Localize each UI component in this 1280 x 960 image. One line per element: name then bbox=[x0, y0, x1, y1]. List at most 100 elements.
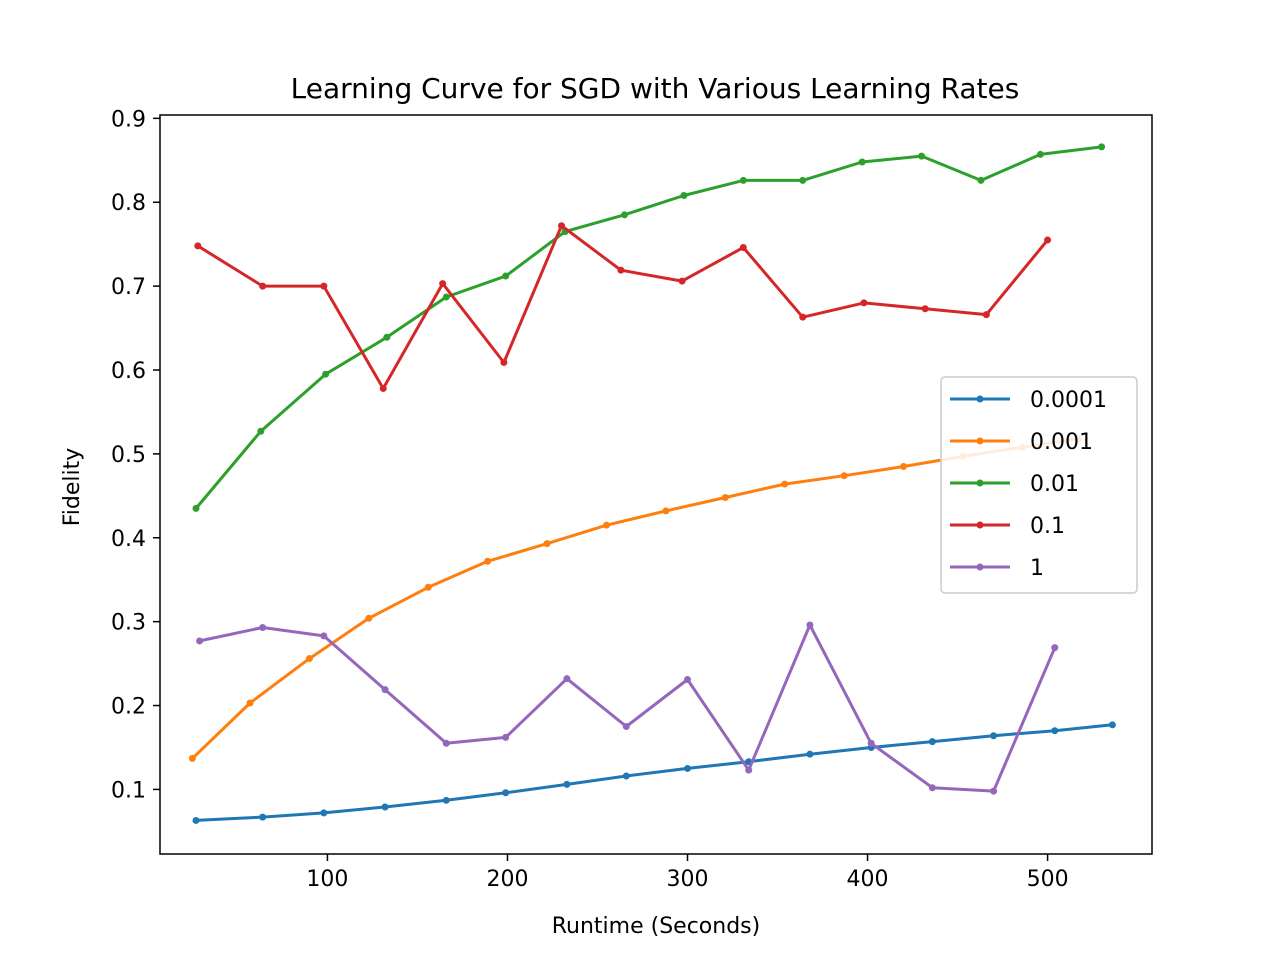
data-point bbox=[781, 480, 789, 488]
series-layer bbox=[188, 143, 1116, 824]
data-point bbox=[557, 222, 565, 230]
data-point bbox=[543, 540, 551, 548]
data-point bbox=[259, 813, 267, 821]
legend-entry-0.01: 0.01 bbox=[950, 472, 1079, 497]
data-point bbox=[563, 675, 571, 683]
data-point bbox=[563, 780, 571, 788]
data-point bbox=[196, 637, 204, 645]
data-point bbox=[379, 384, 387, 392]
data-point bbox=[192, 504, 200, 512]
legend-entry-1: 1 bbox=[950, 556, 1044, 581]
data-point bbox=[502, 789, 510, 797]
data-point bbox=[622, 722, 630, 730]
data-point bbox=[1108, 721, 1116, 729]
y-tick-label: 0.1 bbox=[111, 778, 146, 803]
data-point bbox=[442, 739, 450, 747]
y-tick-label: 0.2 bbox=[111, 695, 146, 720]
data-point bbox=[383, 333, 391, 341]
legend-entry-0.0001: 0.0001 bbox=[950, 388, 1107, 413]
data-point bbox=[680, 192, 688, 200]
x-axis-label: Runtime (Seconds) bbox=[552, 914, 760, 939]
data-point bbox=[617, 266, 625, 274]
data-point bbox=[982, 311, 990, 319]
data-point bbox=[502, 272, 510, 280]
data-point bbox=[867, 739, 875, 747]
chart-title: Learning Curve for SGD with Various Lear… bbox=[291, 72, 1020, 105]
data-point bbox=[188, 754, 196, 762]
data-point bbox=[806, 750, 814, 758]
data-point bbox=[745, 766, 753, 774]
data-point bbox=[500, 358, 508, 366]
data-point bbox=[678, 277, 686, 285]
data-point bbox=[502, 733, 510, 741]
legend: 0.0001 0.001 0.01 0.1 1 bbox=[940, 376, 1138, 594]
data-point bbox=[381, 686, 389, 694]
y-tick-label: 0.9 bbox=[111, 107, 146, 132]
data-point bbox=[365, 614, 373, 622]
series-line bbox=[191, 437, 1079, 760]
data-point bbox=[620, 211, 628, 219]
data-point bbox=[257, 427, 265, 435]
data-point bbox=[739, 244, 747, 252]
series-line bbox=[195, 723, 1113, 822]
legend-box bbox=[940, 376, 1138, 594]
legend-items: 0.0001 0.001 0.01 0.1 1 bbox=[950, 388, 1107, 581]
data-point bbox=[684, 676, 692, 684]
data-point bbox=[442, 796, 450, 804]
data-point bbox=[320, 282, 328, 290]
series-1 bbox=[196, 621, 1059, 795]
data-point bbox=[990, 787, 998, 795]
data-point bbox=[622, 772, 630, 780]
data-point bbox=[424, 583, 432, 591]
legend-label: 0.001 bbox=[1030, 430, 1093, 455]
data-point bbox=[320, 632, 328, 640]
y-axis-ticks: 0.1 0.2 0.3 0.4 0.5 0.6 0.7 0.8 0.9 bbox=[111, 107, 160, 803]
legend-label: 0.01 bbox=[1030, 472, 1079, 497]
data-point bbox=[858, 158, 866, 166]
data-point bbox=[928, 738, 936, 746]
data-point bbox=[484, 557, 492, 565]
data-point bbox=[990, 732, 998, 740]
legend-label: 1 bbox=[1030, 556, 1044, 581]
data-point bbox=[1051, 644, 1059, 652]
legend-marker bbox=[976, 395, 984, 403]
data-point bbox=[921, 305, 929, 313]
data-point bbox=[259, 624, 267, 632]
data-point bbox=[928, 784, 936, 792]
data-point bbox=[439, 280, 447, 288]
x-tick-label: 300 bbox=[667, 867, 709, 892]
data-point bbox=[684, 764, 692, 772]
data-point bbox=[602, 521, 610, 529]
y-tick-label: 0.3 bbox=[111, 611, 146, 636]
data-point bbox=[739, 176, 747, 184]
data-point bbox=[1044, 236, 1052, 244]
data-point bbox=[305, 655, 313, 663]
series-0.0001 bbox=[192, 721, 1116, 824]
legend-label: 0.0001 bbox=[1030, 388, 1107, 413]
legend-entry-0.001: 0.001 bbox=[950, 430, 1093, 455]
data-point bbox=[721, 494, 729, 502]
x-axis-ticks: 100 200 300 400 500 bbox=[306, 854, 1069, 892]
legend-label: 0.1 bbox=[1030, 514, 1065, 539]
legend-marker bbox=[976, 521, 984, 529]
data-point bbox=[799, 313, 807, 321]
data-point bbox=[320, 809, 328, 817]
data-point bbox=[1051, 727, 1059, 735]
data-point bbox=[900, 462, 908, 470]
series-0.01 bbox=[192, 143, 1106, 512]
y-tick-label: 0.6 bbox=[111, 359, 146, 384]
series-0.1 bbox=[194, 222, 1052, 392]
y-tick-label: 0.8 bbox=[111, 191, 146, 216]
x-tick-label: 100 bbox=[306, 867, 348, 892]
y-axis-label: Fidelity bbox=[60, 448, 85, 527]
data-point bbox=[662, 507, 670, 515]
legend-marker bbox=[976, 479, 984, 487]
data-point bbox=[322, 370, 330, 378]
data-point bbox=[192, 816, 200, 824]
data-point bbox=[442, 293, 450, 301]
legend-marker bbox=[976, 437, 984, 445]
series-line bbox=[194, 145, 1102, 510]
y-tick-label: 0.7 bbox=[111, 275, 146, 300]
data-point bbox=[977, 176, 985, 184]
